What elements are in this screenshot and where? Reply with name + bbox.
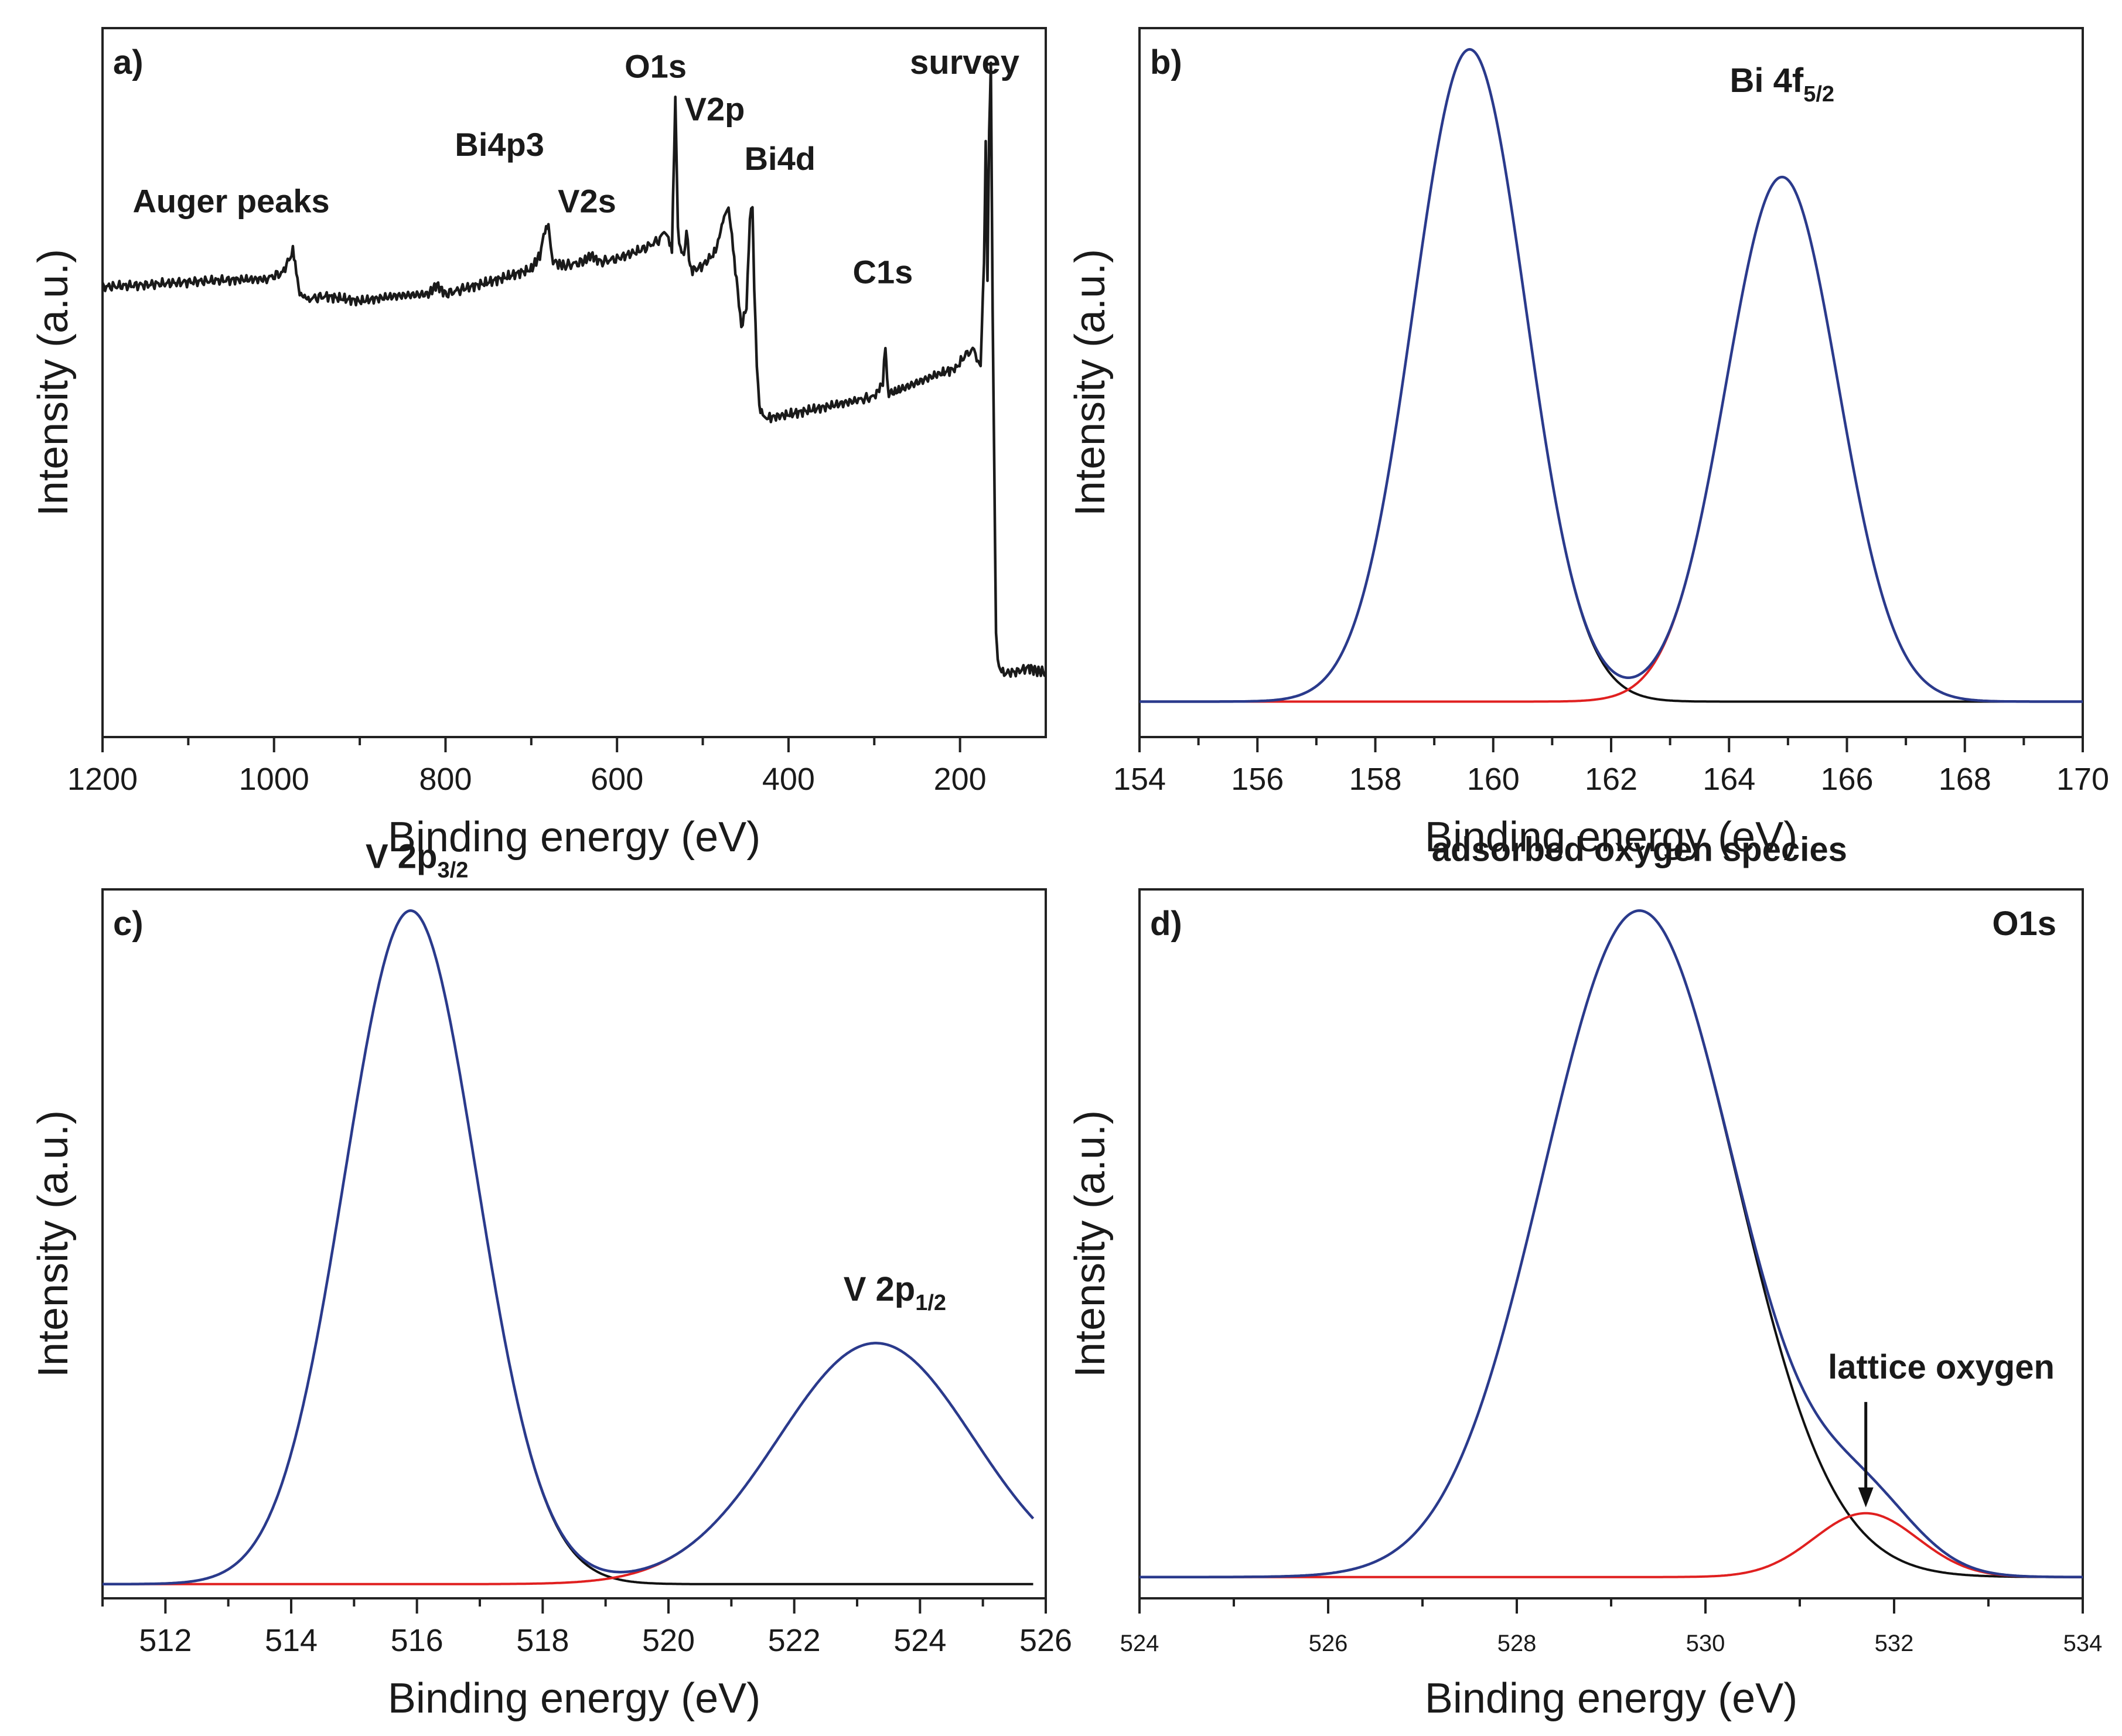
x-tick-label: 600 [591, 762, 643, 797]
x-tick-label: 520 [642, 1623, 695, 1658]
arrow-head [1858, 1487, 1874, 1508]
envelope-fit-line [1140, 48, 2083, 703]
peak-label: V 2p1/2 [844, 1270, 946, 1315]
panel-b: 154 156 158 160 162 164 166 168 170 Binding energ… [1067, 27, 2109, 861]
x-axis-title: Binding energy (eV) [1425, 814, 1797, 861]
x-tick-label: 524 [1120, 1631, 1159, 1656]
x-tick-label: 1200 [67, 762, 138, 797]
x-axis-title: Binding energy (eV) [1425, 1675, 1797, 1722]
x-tick-label: 158 [1349, 762, 1401, 797]
panel-c: 512 514 516 518 520 522 524 526 Binding energy (… [30, 838, 1072, 1722]
peak-annotation: Bi4p3 [455, 126, 544, 163]
x-tick-label: 400 [762, 762, 815, 797]
panel-letter: a) [113, 43, 144, 81]
peak-label: Bi 4f5/2 [1730, 62, 1835, 107]
x-axis-title: Binding energy (eV) [388, 1675, 760, 1722]
x-tick-label: 518 [516, 1623, 569, 1658]
x-tick-label: 156 [1231, 762, 1284, 797]
y-axis-title: Intensity (a.u.) [1067, 1110, 1114, 1377]
x-tick-label: 530 [1686, 1631, 1725, 1656]
x-tick-label: 164 [1703, 762, 1755, 797]
envelope-fit-line [103, 909, 1035, 1586]
x-tick-label: 1000 [239, 762, 309, 797]
x-tick-label: 532 [1875, 1631, 1914, 1656]
x-tick-label: 528 [1497, 1631, 1537, 1656]
x-tick-label: 526 [1019, 1623, 1072, 1658]
x-tick-label: 170 [2056, 762, 2109, 797]
x-tick-label: 200 [934, 762, 987, 797]
panel-d: 524 526 528 530 532 534 Binding energy (eV) Int… [1067, 831, 2102, 1722]
peak-label: lattice oxygen [1828, 1348, 2055, 1386]
panel-letter: c) [113, 905, 144, 943]
plot-frame [101, 27, 1047, 738]
corner-label: survey [910, 43, 1019, 81]
y-axis-title: Intensity (a.u.) [30, 249, 77, 516]
corner-label: O1s [1992, 905, 2056, 943]
x-tick-label: 800 [419, 762, 472, 797]
panel-letter: b) [1150, 43, 1182, 81]
peak-label: V 2p3/2 [366, 838, 468, 883]
peak-annotation: V2s [558, 183, 616, 220]
panel-a: 1200 1000 800 600 400 200 Binding energy (eV) I… [30, 27, 1047, 861]
x-tick-label: 512 [139, 1623, 192, 1658]
y-axis-title: Intensity (a.u.) [30, 1110, 77, 1377]
peak-label: adsorbed oxygen species [1432, 831, 1847, 869]
peak-annotation: C1s [853, 254, 913, 291]
x-tick-label: 154 [1113, 762, 1166, 797]
x-tick-label: 162 [1585, 762, 1637, 797]
envelope-fit-line [1140, 909, 2083, 1578]
x-axis-title: Binding energy (eV) [388, 814, 760, 861]
x-tick-label: 524 [893, 1623, 946, 1658]
peak-annotation: O1s [625, 48, 687, 85]
panel-letter: d) [1150, 905, 1182, 943]
x-tick-label: 526 [1309, 1631, 1348, 1656]
x-tick-label: 160 [1467, 762, 1520, 797]
x-tick-label: 522 [768, 1623, 821, 1658]
x-tick-label: 168 [1939, 762, 1991, 797]
y-axis-title: Intensity (a.u.) [1067, 249, 1114, 516]
plot-frame [101, 888, 1047, 1599]
survey-spectrum-line [103, 61, 1046, 678]
peak-annotation: V2p [685, 90, 745, 127]
peak-annotation: Auger peaks [132, 183, 329, 220]
panels: 1200 1000 800 600 400 200 Binding energy (eV) I… [30, 27, 2109, 1722]
peak-annotation: Bi4d [745, 140, 816, 177]
x-tick-label: 166 [1820, 762, 1873, 797]
x-tick-label: 516 [391, 1623, 443, 1658]
x-tick-label: 534 [2063, 1631, 2103, 1656]
x-tick-label: 514 [265, 1623, 318, 1658]
